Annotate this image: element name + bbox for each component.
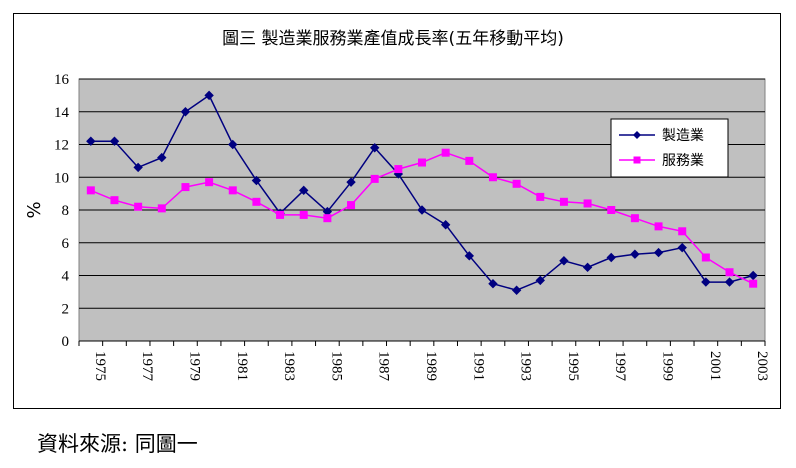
source-note: 資料來源: 同圖一 <box>37 432 198 456</box>
data-point-2 <box>299 210 308 219</box>
y-tick-label: 4 <box>62 269 70 285</box>
x-tick-label: 1979 <box>186 351 202 381</box>
data-point-1 <box>180 107 191 117</box>
y-tick-label: 8 <box>62 203 70 219</box>
y-tick-label: 6 <box>62 236 70 252</box>
data-point-1 <box>109 136 120 146</box>
data-point-1 <box>606 252 616 263</box>
data-point-2 <box>323 214 332 223</box>
data-point-1 <box>653 247 664 258</box>
data-point-1 <box>748 270 758 281</box>
y-tick-label: 14 <box>54 105 70 121</box>
y-tick-label: 0 <box>62 334 70 350</box>
series-layer <box>86 90 758 295</box>
data-point-1 <box>677 242 687 253</box>
data-point-1 <box>559 256 569 266</box>
x-tick-label: 1985 <box>328 351 344 381</box>
data-point-1 <box>464 251 475 261</box>
data-point-2 <box>157 204 166 213</box>
legend-marker <box>633 156 641 164</box>
x-tick-label: 1989 <box>423 351 439 381</box>
data-point-2 <box>725 268 734 277</box>
x-tick-label: 1987 <box>376 351 392 382</box>
legend-marker <box>633 131 641 139</box>
y-tick-label: 16 <box>54 72 70 88</box>
legend-box <box>610 118 729 178</box>
y-tick-label: 12 <box>54 138 69 154</box>
axes: 0 2 4 6 8 10 12 14 16 1975 1977 1979 1981 1983 1985 198… <box>54 72 770 382</box>
data-point-2 <box>701 253 710 262</box>
line-chart: 圖三 製造業服務業產值成長率(五年移動平均) 0 2 4 6 8 10 12 14 16 1975… <box>24 29 770 382</box>
data-point-2 <box>347 201 356 210</box>
data-point-1 <box>488 278 498 289</box>
x-tick-label: 1983 <box>281 351 297 381</box>
data-point-2 <box>441 148 450 157</box>
data-point-1 <box>511 285 522 295</box>
data-point-1 <box>228 139 238 150</box>
data-point-1 <box>630 249 640 259</box>
data-point-1 <box>417 205 427 215</box>
x-tick-label: 2003 <box>754 351 770 381</box>
data-point-2 <box>536 192 545 201</box>
data-point-1 <box>299 185 309 196</box>
y-axis-label: % <box>24 201 45 218</box>
data-point-1 <box>701 277 711 287</box>
chart-frame: 圖三 製造業服務業產值成長率(五年移動平均) 0 2 4 6 8 10 12 14 16 1975… <box>13 13 781 409</box>
data-point-2 <box>110 196 119 205</box>
data-point-1 <box>204 90 214 101</box>
data-point-2 <box>488 173 497 182</box>
data-point-1 <box>582 262 593 273</box>
data-point-1 <box>724 277 735 287</box>
data-point-2 <box>394 165 403 174</box>
data-point-2 <box>134 202 143 211</box>
data-point-2 <box>654 222 663 231</box>
x-tick-label: 1995 <box>565 351 581 381</box>
data-point-2 <box>86 186 95 195</box>
data-point-1 <box>133 162 143 173</box>
data-point-1 <box>157 152 167 163</box>
data-point-2 <box>228 186 237 195</box>
x-tick-label: 1981 <box>234 351 250 381</box>
x-tick-label: 1975 <box>92 351 108 381</box>
data-point-1 <box>369 143 380 153</box>
legend: 製造業服務業 <box>610 118 729 178</box>
x-tick-label: 1977 <box>139 351 155 382</box>
legend-label: 服務業 <box>662 153 704 169</box>
data-point-2 <box>370 174 379 183</box>
y-tick-label: 2 <box>62 301 70 317</box>
data-point-1 <box>251 175 262 186</box>
x-tick-label: 1997 <box>612 351 628 382</box>
data-point-2 <box>630 214 639 223</box>
data-point-1 <box>346 177 356 187</box>
legend-label: 製造業 <box>662 128 704 144</box>
data-point-2 <box>276 210 285 219</box>
data-point-2 <box>559 197 568 206</box>
data-point-2 <box>181 183 190 192</box>
data-point-2 <box>252 197 261 206</box>
x-tick-label: 1999 <box>660 351 676 381</box>
data-point-2 <box>465 156 474 165</box>
data-point-2 <box>418 158 426 167</box>
chart-title: 圖三 製造業服務業產值成長率(五年移動平均) <box>222 29 564 49</box>
data-point-2 <box>512 179 521 188</box>
data-point-1 <box>440 220 451 230</box>
data-point-2 <box>607 206 616 214</box>
data-point-2 <box>583 199 592 208</box>
x-tick-label: 1993 <box>518 351 534 381</box>
data-point-1 <box>535 275 545 286</box>
data-point-1 <box>86 136 96 146</box>
y-tick-label: 10 <box>54 170 69 186</box>
data-point-2 <box>678 227 687 236</box>
x-tick-label: 2001 <box>707 351 723 381</box>
data-point-2 <box>205 178 214 187</box>
data-point-2 <box>749 279 758 288</box>
x-tick-label: 1991 <box>470 351 486 381</box>
